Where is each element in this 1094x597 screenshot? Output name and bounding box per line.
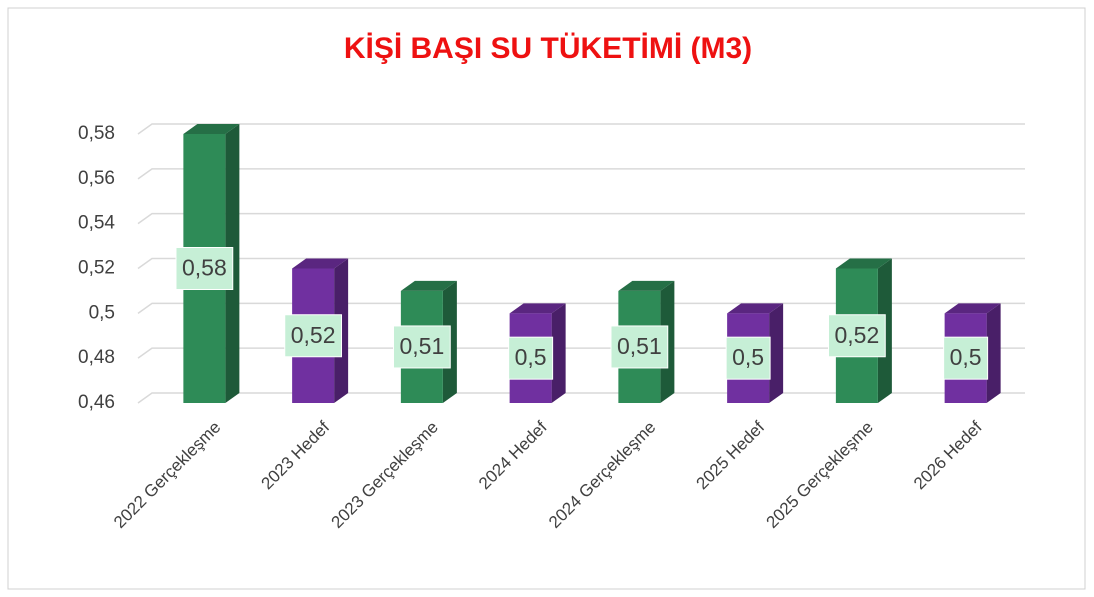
y-tick-label: 0,46 [78, 392, 115, 413]
data-label-box [392, 325, 451, 369]
data-label-box [508, 336, 554, 380]
data-label-box [284, 314, 343, 358]
bar-top [618, 280, 675, 291]
data-label: 0,51 [392, 325, 451, 369]
data-label-text: 0,52 [291, 322, 336, 348]
data-label-box [610, 325, 669, 369]
bar-top [292, 258, 349, 269]
bar-top [400, 280, 457, 291]
chart-border [7, 7, 1086, 590]
chart-title: KİŞİ BAŞI SU TÜKETİMİ (M3) [344, 32, 752, 65]
bar-top [944, 303, 1001, 314]
data-label-text: 0,58 [182, 255, 227, 281]
data-label-box [827, 314, 886, 358]
data-label-box [175, 247, 234, 290]
data-label-box [725, 336, 771, 380]
data-label-box [943, 336, 989, 380]
bar-top [183, 124, 240, 134]
data-label-text: 0,5 [515, 344, 547, 370]
data-label: 0,58 [175, 247, 234, 290]
data-label: 0,5 [725, 336, 771, 380]
grid-line [137, 168, 1025, 180]
data-label-text: 0,51 [399, 333, 444, 359]
y-tick-label: 0,58 [78, 123, 115, 144]
data-label-text: 0,5 [732, 344, 764, 370]
bar-side [769, 303, 784, 403]
bar-side [551, 303, 566, 403]
data-label: 0,52 [284, 314, 343, 358]
grid-line [137, 257, 1025, 270]
y-tick-label: 0,56 [78, 168, 115, 189]
bar-top [509, 303, 566, 314]
y-tick-label: 0,5 [89, 302, 115, 323]
data-label-text: 0,5 [950, 344, 982, 370]
data-label: 0,51 [610, 325, 669, 369]
bar-side [986, 303, 1001, 403]
y-tick-label: 0,52 [78, 258, 115, 279]
bar-top [727, 303, 784, 314]
y-tick-label: 0,48 [78, 347, 115, 368]
grid-line [137, 212, 1025, 225]
data-label: 0,5 [508, 336, 554, 380]
data-label-text: 0,51 [617, 333, 662, 359]
data-label: 0,52 [827, 314, 886, 358]
bar-top [835, 258, 892, 269]
grid-line [137, 123, 1025, 135]
data-label: 0,5 [943, 336, 989, 380]
grid-line [137, 302, 1025, 314]
y-tick-label: 0,54 [78, 213, 115, 234]
data-label-text: 0,52 [834, 322, 879, 348]
